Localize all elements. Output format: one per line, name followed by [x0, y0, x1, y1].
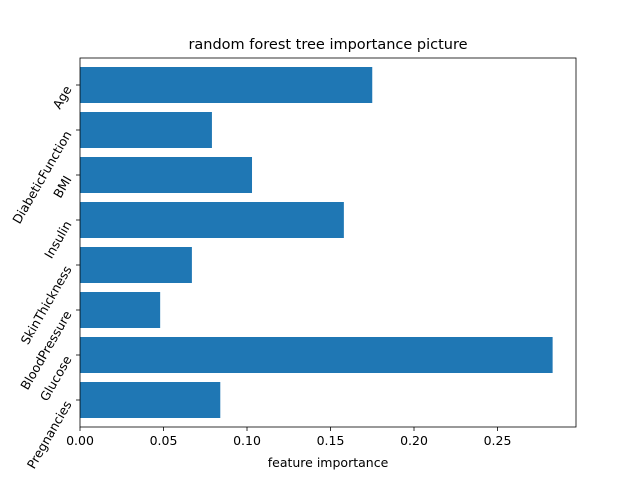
- plot-frame: [79, 57, 577, 428]
- x-axis-label: feature importance: [268, 455, 389, 470]
- bars-group: [80, 67, 553, 418]
- bar-bmi: [80, 157, 253, 193]
- bar-glucose: [80, 337, 553, 373]
- bar-skinthickness: [80, 247, 192, 283]
- bar-bloodpressure: [80, 292, 161, 328]
- y-axis-ticks: PregnanciesGlucoseBloodPressureSkinThick…: [9, 83, 80, 471]
- bar-insulin: [80, 202, 344, 238]
- bar-age: [80, 67, 373, 103]
- bar-pregnancies: [80, 382, 221, 418]
- x-axis-ticks: 0.00 0.05 0.10 0.15 0.20 0.25: [66, 427, 511, 448]
- x-tick-label: 0.20: [400, 433, 428, 448]
- chart-title: random forest tree importance picture: [188, 37, 467, 53]
- bar-diabeticfunction: [80, 112, 212, 148]
- y-tick-label-insulin: Insulin: [41, 218, 74, 261]
- x-tick-label: 0.25: [484, 433, 512, 448]
- x-tick-label: 0.15: [317, 433, 345, 448]
- x-tick-label: 0.00: [66, 433, 94, 448]
- y-tick-label-bmi: BMI: [50, 173, 75, 200]
- y-tick-label-age: Age: [50, 83, 75, 112]
- x-tick-label: 0.10: [233, 433, 261, 448]
- x-tick-label: 0.05: [150, 433, 178, 448]
